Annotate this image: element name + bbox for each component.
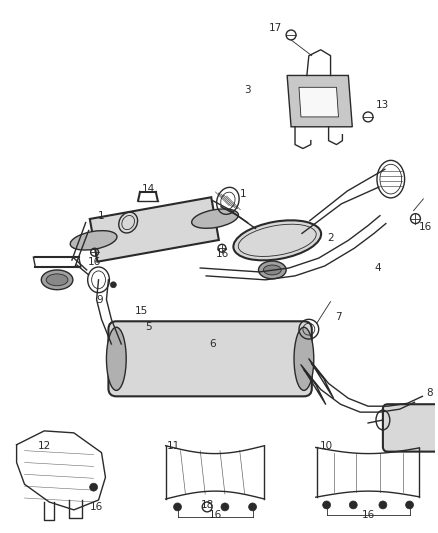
- Text: 18: 18: [201, 500, 214, 510]
- Text: 16: 16: [419, 222, 432, 231]
- Circle shape: [110, 282, 117, 288]
- Text: 15: 15: [134, 306, 148, 317]
- Ellipse shape: [41, 270, 73, 290]
- Text: 14: 14: [142, 184, 155, 194]
- Text: 11: 11: [167, 441, 180, 451]
- Circle shape: [221, 503, 229, 511]
- Circle shape: [249, 503, 257, 511]
- Text: 1: 1: [240, 189, 246, 199]
- Text: 16: 16: [215, 249, 229, 259]
- Text: 10: 10: [320, 441, 333, 451]
- Text: 4: 4: [374, 263, 381, 273]
- Ellipse shape: [263, 265, 281, 275]
- Text: 9: 9: [96, 295, 103, 304]
- Circle shape: [323, 501, 331, 509]
- Ellipse shape: [258, 261, 286, 279]
- Polygon shape: [90, 197, 219, 262]
- Ellipse shape: [233, 220, 321, 260]
- Text: 16: 16: [208, 510, 222, 520]
- Text: 16: 16: [361, 510, 375, 520]
- Text: 6: 6: [209, 339, 215, 349]
- Ellipse shape: [294, 327, 314, 390]
- FancyBboxPatch shape: [109, 321, 312, 397]
- Circle shape: [173, 503, 181, 511]
- Ellipse shape: [106, 327, 126, 390]
- Text: 8: 8: [426, 389, 433, 398]
- Circle shape: [350, 501, 357, 509]
- Text: 3: 3: [244, 85, 251, 95]
- Text: 17: 17: [268, 23, 282, 33]
- Text: 7: 7: [335, 312, 342, 322]
- Circle shape: [406, 501, 413, 509]
- Text: 13: 13: [376, 100, 389, 110]
- Text: 16: 16: [90, 502, 103, 512]
- Text: 12: 12: [38, 441, 51, 451]
- Polygon shape: [287, 76, 352, 127]
- Text: 2: 2: [327, 233, 334, 244]
- Ellipse shape: [46, 274, 68, 286]
- Circle shape: [90, 483, 98, 491]
- Text: 16: 16: [88, 257, 101, 267]
- Text: 1: 1: [98, 211, 105, 221]
- Circle shape: [379, 501, 387, 509]
- Ellipse shape: [192, 209, 238, 228]
- FancyBboxPatch shape: [383, 404, 438, 451]
- Text: 5: 5: [145, 322, 152, 332]
- Ellipse shape: [70, 231, 117, 250]
- Polygon shape: [299, 87, 339, 117]
